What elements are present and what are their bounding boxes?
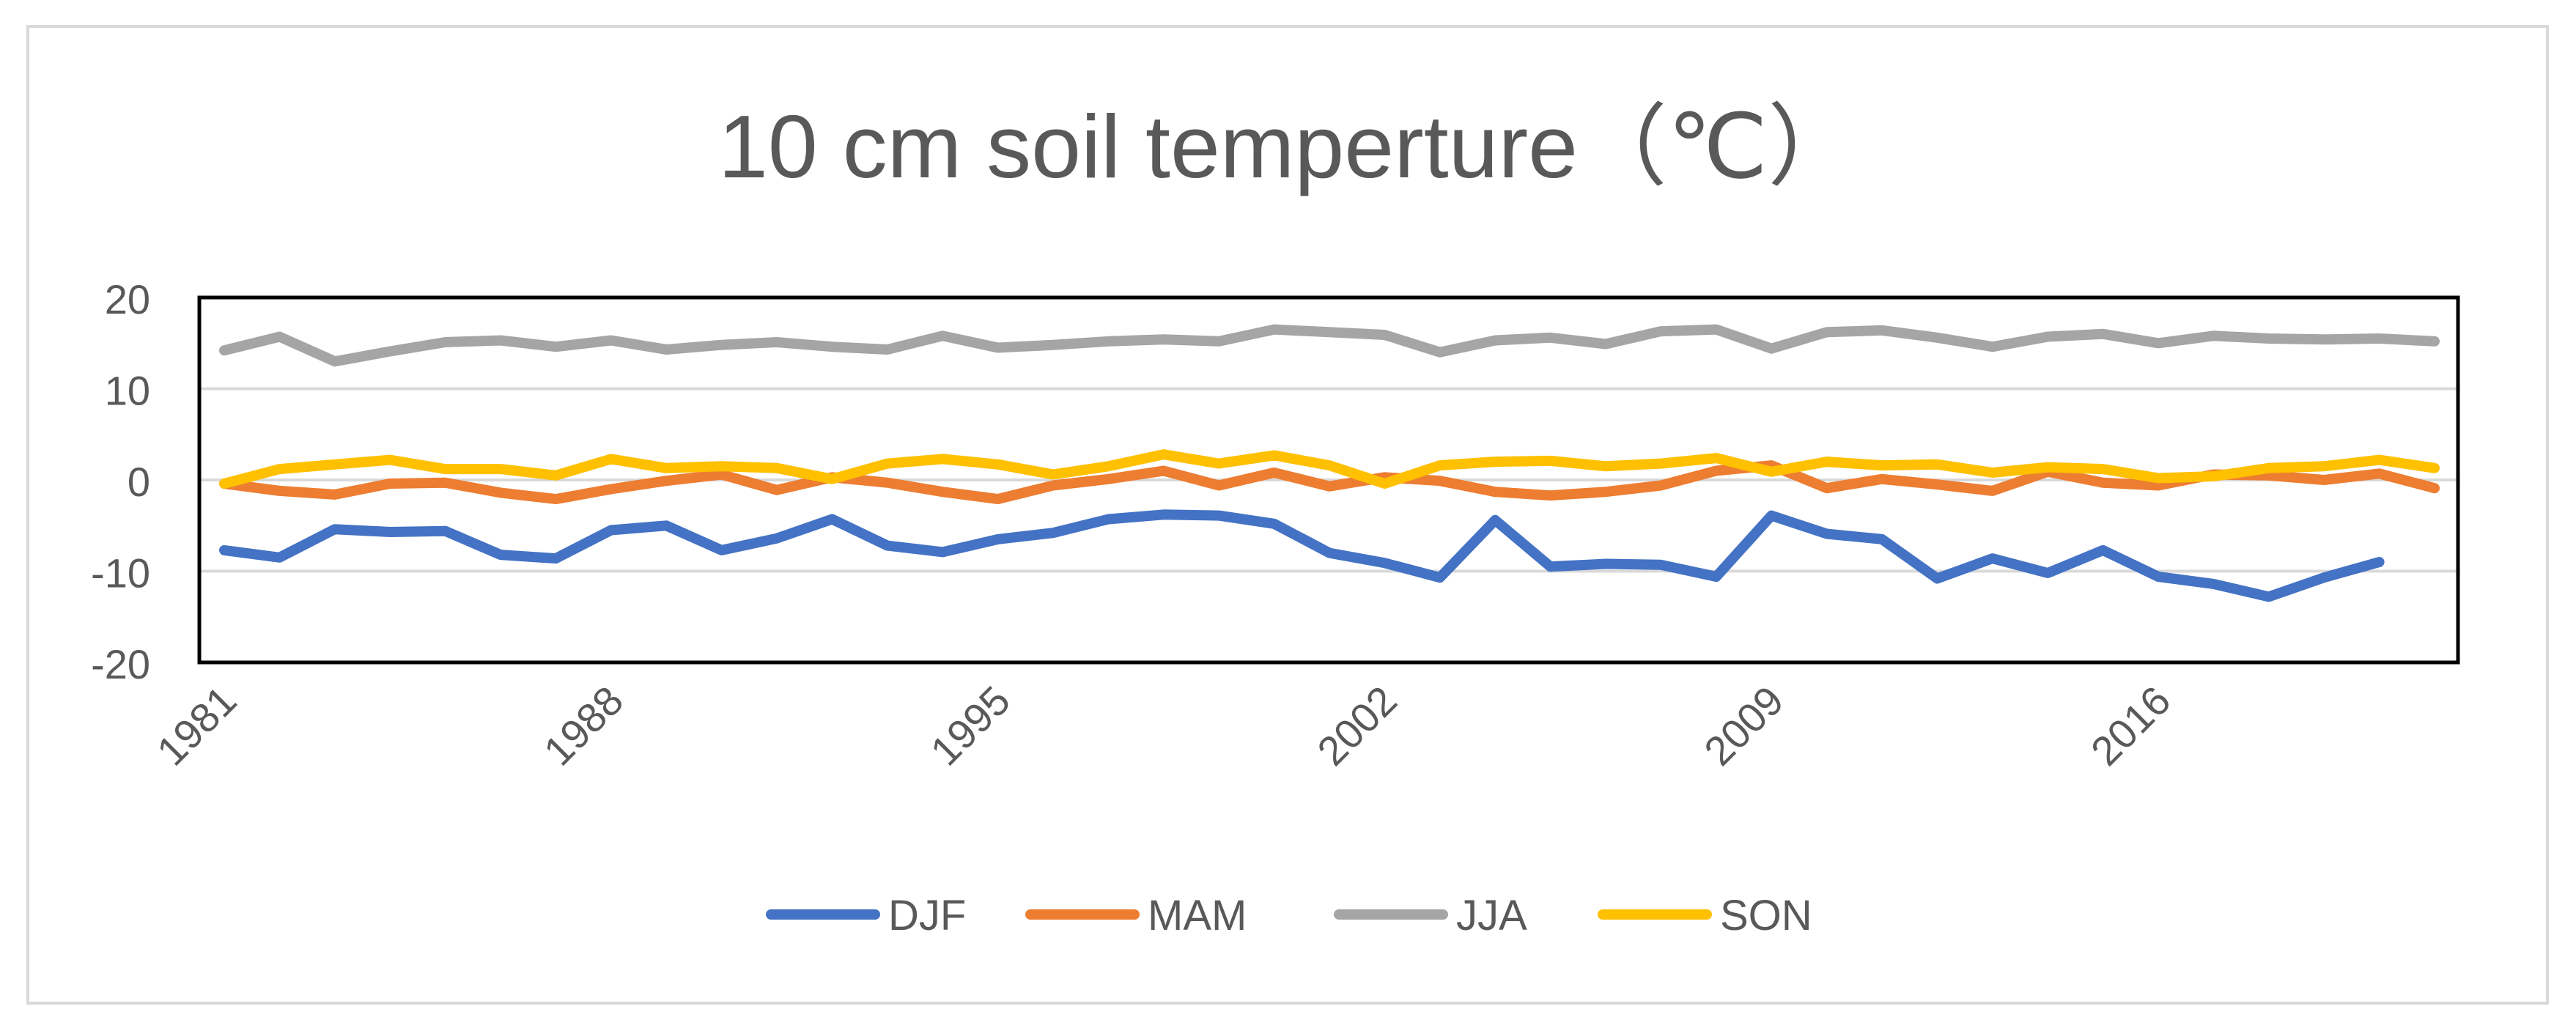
series-line-djf	[219, 509, 2385, 602]
y-tick-label: -20	[91, 641, 150, 687]
legend-label-jja: JJA	[1456, 892, 1527, 939]
plot-area-border	[197, 295, 2460, 665]
y-tick-label: 0	[128, 459, 150, 505]
legend-label-mam: MAM	[1148, 892, 1247, 939]
outer-frame	[26, 25, 2549, 1005]
legend-label-djf: DJF	[888, 892, 966, 939]
chart-title: 10 cm soil temperture（℃）	[718, 97, 1857, 196]
series-line-mam	[219, 460, 2440, 505]
y-axis-ticks: 20 10 0 -10 -20	[91, 276, 150, 687]
y-tick-label: 10	[105, 368, 150, 414]
series-lines	[219, 324, 2440, 602]
series-line-jja	[219, 324, 2440, 367]
legend-label-son: SON	[1720, 892, 1812, 939]
legend: DJF MAM JJA SON	[766, 892, 1812, 939]
series-line-son	[219, 449, 2440, 489]
y-tick-label: 20	[105, 276, 150, 322]
y-tick-label: -10	[91, 550, 150, 596]
